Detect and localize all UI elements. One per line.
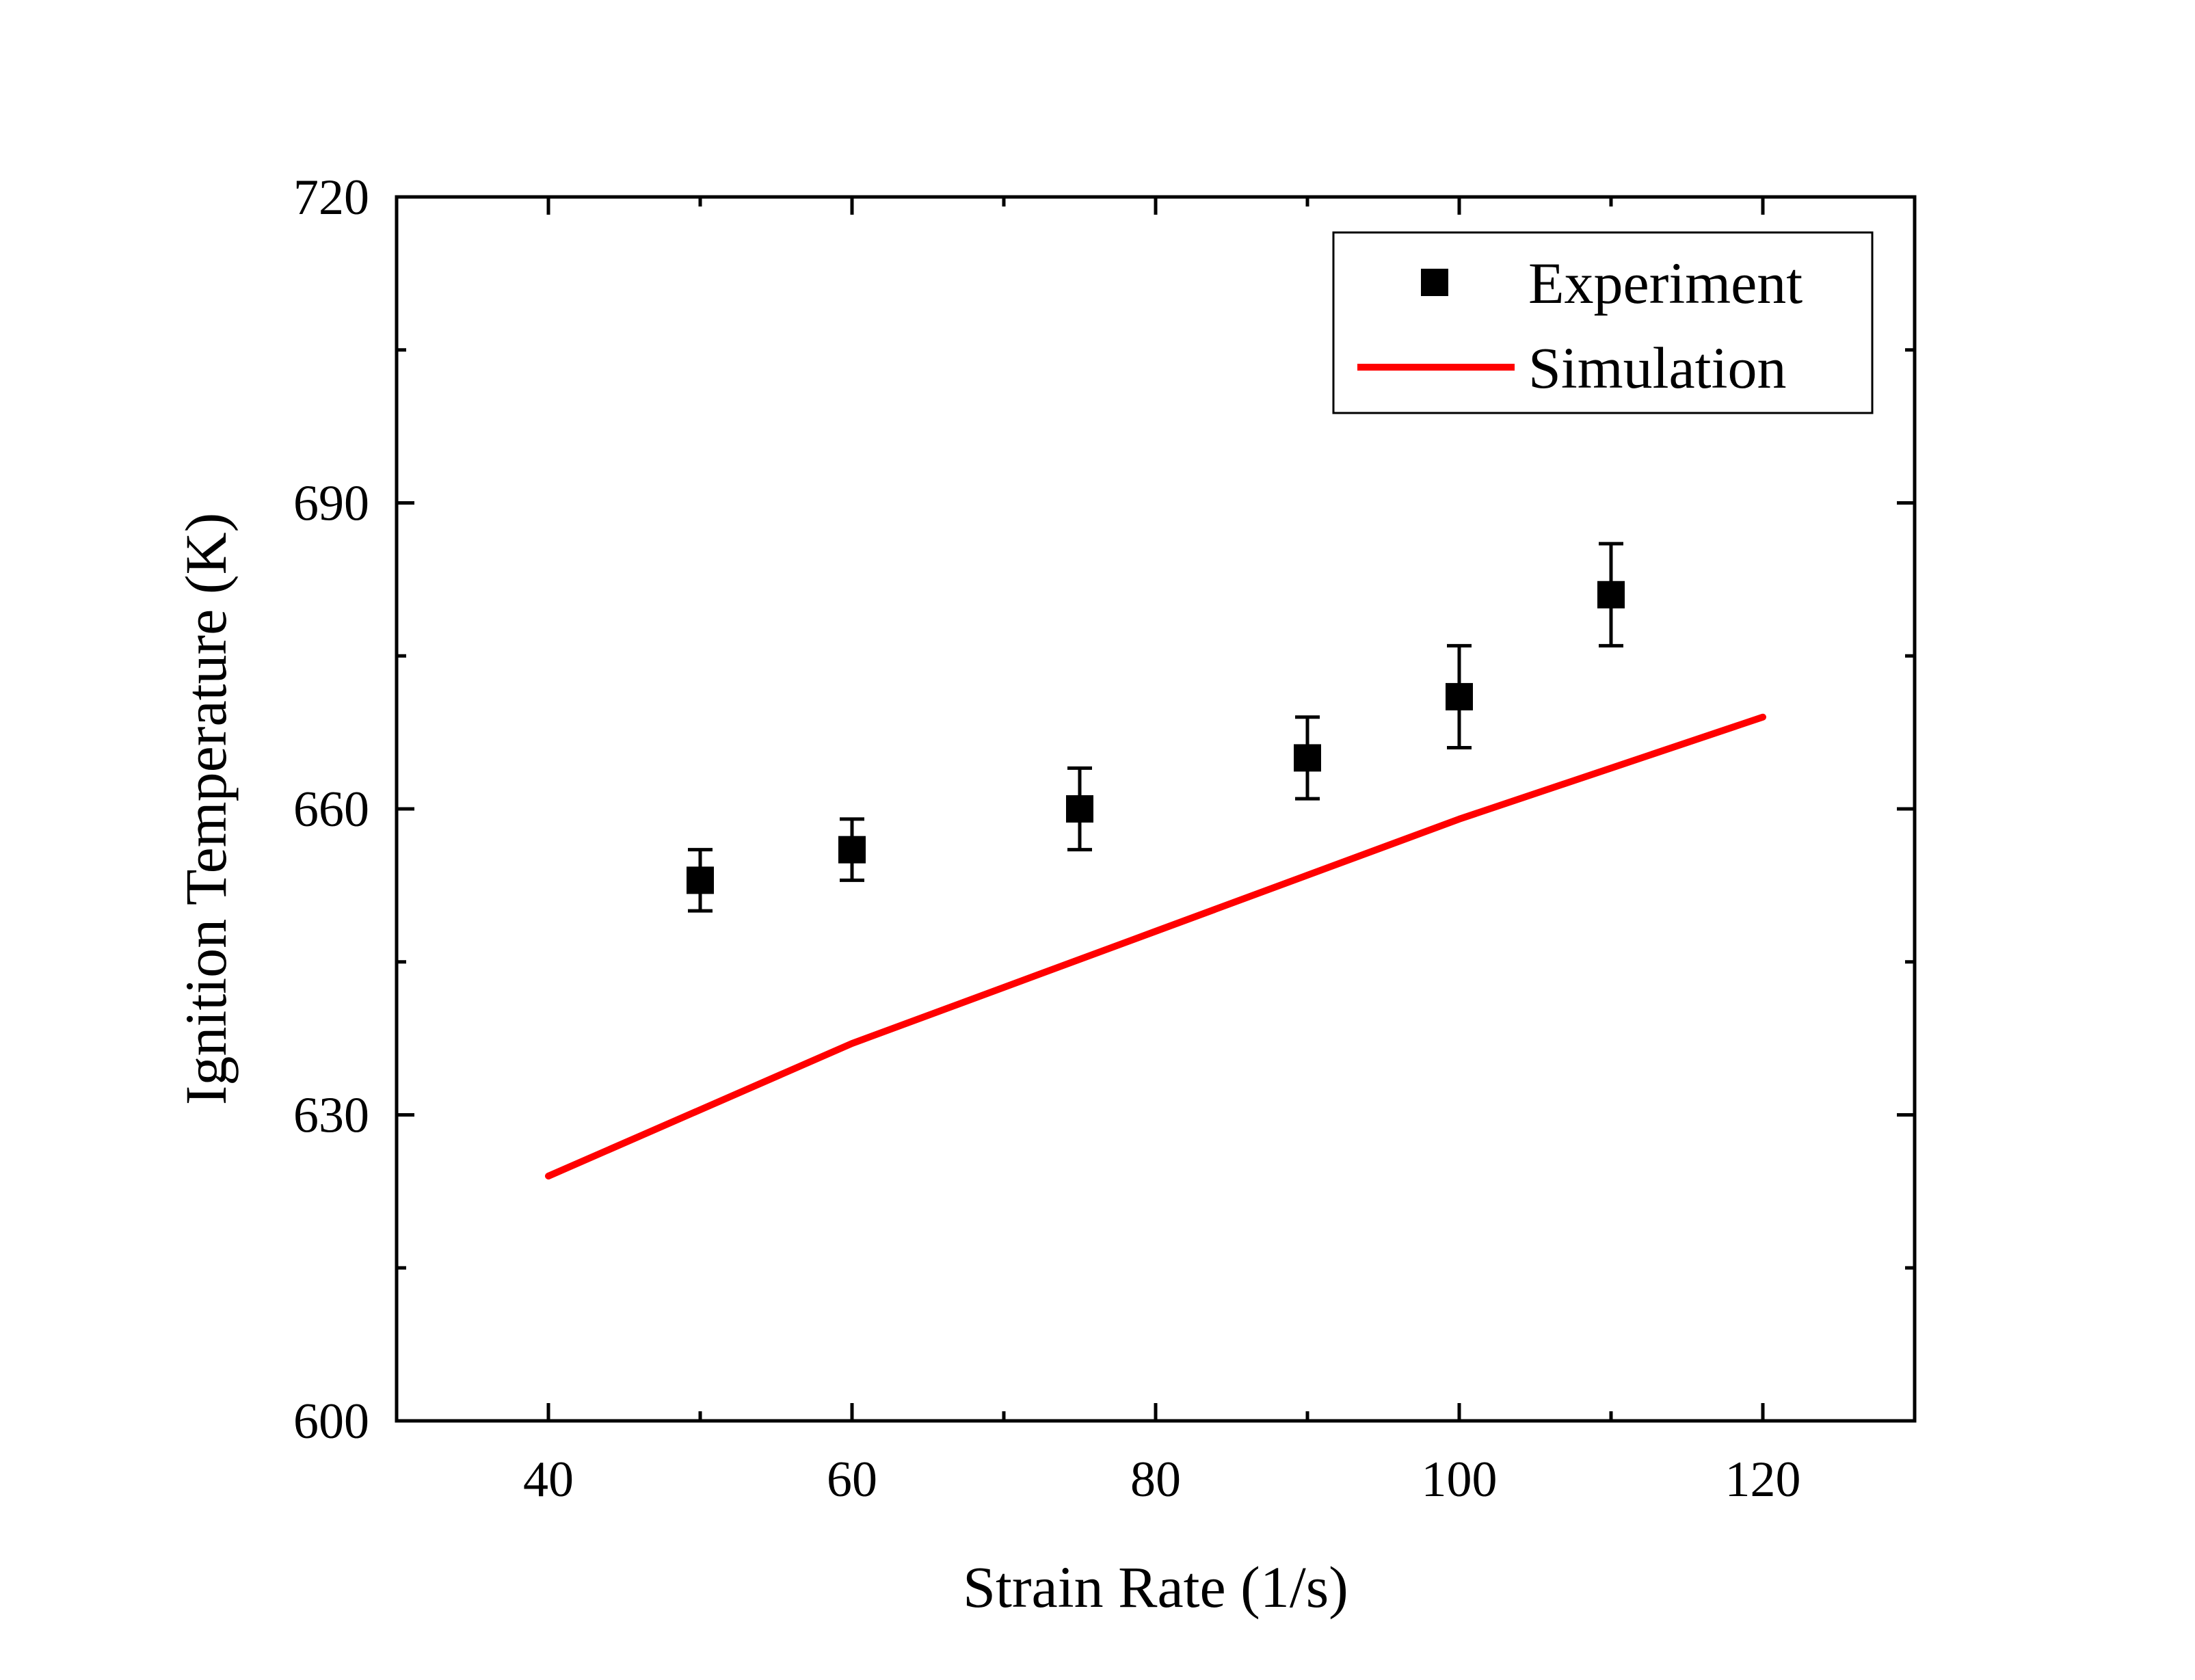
y-tick-label: 630 [293,1088,369,1144]
legend: Experiment Simulation [1332,231,1874,414]
legend-experiment-marker [1421,269,1448,296]
x-tick-label: 40 [523,1452,574,1508]
x-tick-label: 120 [1725,1452,1801,1508]
y-tick-label: 600 [293,1394,369,1450]
x-tick-label: 100 [1422,1452,1498,1508]
y-tick-label: 720 [293,170,369,226]
experiment-marker [1597,581,1625,609]
y-axis-title: Ignition Temperature (K) [173,513,239,1105]
experiment-point [1446,643,1473,749]
y-tick-label: 660 [293,782,369,838]
legend-simulation-label: Simulation [1528,335,1786,401]
experiment-point [687,848,714,913]
x-tick-label: 80 [1130,1452,1181,1508]
y-tick-label: 690 [293,476,369,532]
x-axis-title: Strain Rate (1/s) [963,1554,1348,1620]
legend-experiment-label: Experiment [1528,250,1802,316]
experiment-point [1066,766,1093,852]
experiment-marker [1066,795,1093,823]
experiment-point [838,817,866,882]
experiment-marker [838,836,866,864]
experiment-marker [687,866,714,894]
experiment-point [1294,715,1321,801]
experiment-point [1597,542,1625,648]
experiment-marker [1294,744,1321,772]
experiment-marker [1446,682,1473,710]
legend-box [1332,231,1874,414]
x-tick-label: 60 [827,1452,877,1508]
simulation-line [545,713,1766,1179]
